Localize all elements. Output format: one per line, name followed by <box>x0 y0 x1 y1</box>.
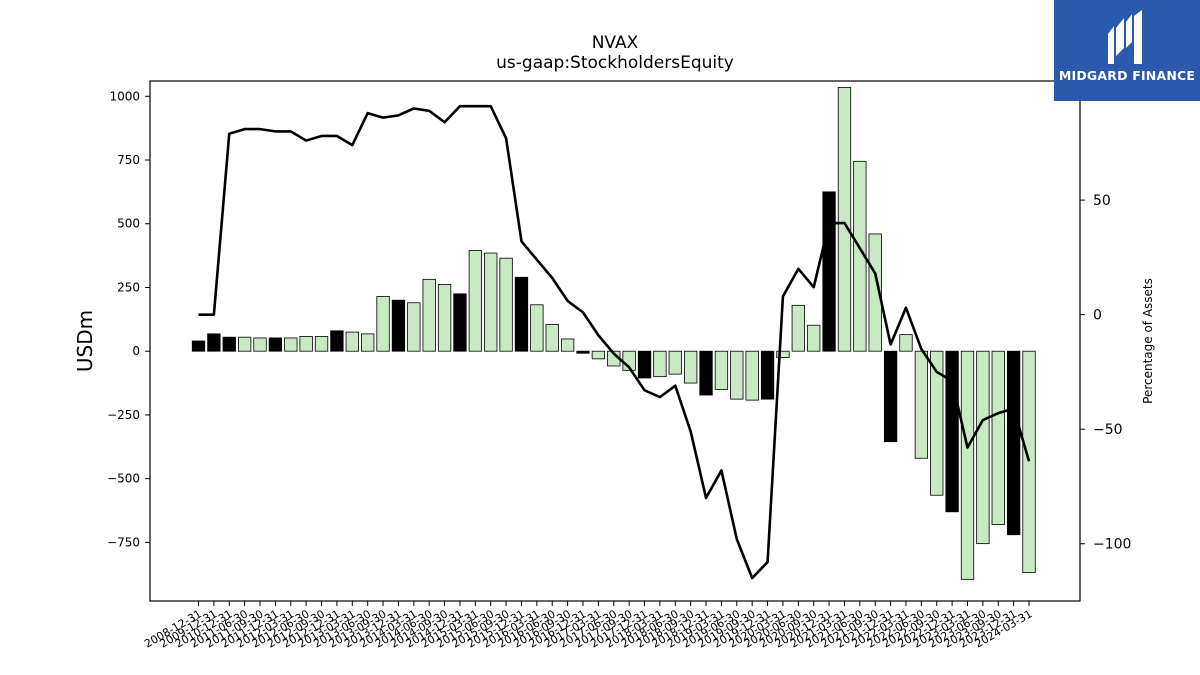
bar-2019-12-31 <box>760 350 775 400</box>
y-tick-label: 1000 <box>109 89 140 103</box>
line-series-group <box>198 104 1031 580</box>
bar-2023-12-31 <box>1006 350 1021 536</box>
y-right-tick-label: 0 <box>1093 308 1102 324</box>
y-tick-label: −500 <box>107 472 140 486</box>
y-tick-label: 0 <box>132 344 140 358</box>
bar-2023-06-30 <box>976 350 990 545</box>
bar-2018-03-31 <box>653 350 667 378</box>
bar-2012-09-30 <box>314 336 329 352</box>
y-right-tick-label: −50 <box>1093 422 1123 438</box>
bar-2023-09-30 <box>991 350 1005 525</box>
y-axis-right-label: Percentage of Assets <box>1141 278 1155 404</box>
y-tick-label: 250 <box>117 280 140 294</box>
bar-series <box>191 86 1036 580</box>
y-axis-label: USDm <box>73 310 97 372</box>
bar-2015-06-30 <box>484 252 498 352</box>
bar-2013-03-31 <box>345 331 359 352</box>
bar-2011-12-31 <box>268 337 283 352</box>
bar-2012-12-31 <box>330 330 344 352</box>
bar-2014-09-30 <box>437 284 452 352</box>
bar-2010-12-31 <box>222 336 236 352</box>
bar-2019-03-31 <box>714 350 729 390</box>
bar-2020-03-31 <box>776 350 790 358</box>
midgard-m-icon <box>1108 10 1142 64</box>
bar-2016-09-30 <box>560 338 575 352</box>
left-y-axis: −750 −500 −250 0 250 500 750 1000 <box>107 89 150 549</box>
bar-2018-09-30 <box>684 350 698 384</box>
bar-2015-09-30 <box>499 257 513 352</box>
x-axis: 2008-12-312009-12-312010-12-312011-06-30… <box>142 601 1035 651</box>
y-tick-label: 750 <box>117 153 140 167</box>
bar-2022-09-30 <box>930 350 944 496</box>
y-tick-label: 500 <box>117 217 140 231</box>
bar-2009-12-31 <box>207 333 221 352</box>
bar-2017-03-31 <box>591 350 606 360</box>
chart-subtitle: us-gaap:StockholdersEquity <box>496 53 734 73</box>
chart-title: NVAX <box>592 33 639 53</box>
bar-2011-06-30 <box>237 336 252 352</box>
bar-2011-09-30 <box>253 337 267 352</box>
y-right-tick-label: 50 <box>1093 193 1111 209</box>
bar-2014-03-31 <box>407 302 421 352</box>
bar-2021-09-30 <box>868 233 882 352</box>
bar-2015-03-31 <box>468 250 482 352</box>
bar-2020-12-31 <box>822 191 836 352</box>
bar-2022-03-31 <box>899 334 913 352</box>
bar-2013-06-30 <box>361 333 375 352</box>
percentage-of-assets-line <box>198 104 1031 580</box>
right-y-axis: −100 −50 0 50 <box>1080 193 1131 553</box>
bar-2012-03-31 <box>284 337 298 352</box>
bar-2021-12-31 <box>883 350 898 443</box>
bar-2008-12-31 <box>191 340 206 352</box>
y-tick-label: −250 <box>107 408 140 422</box>
bar-2016-03-31 <box>530 304 544 352</box>
bar-2018-06-30 <box>668 350 682 375</box>
logo-text: MIDGARD FINANCE <box>1058 68 1196 83</box>
bar-2024-03-31 <box>1022 350 1036 573</box>
bar-2021-03-31 <box>837 86 852 352</box>
y-right-tick-label: −100 <box>1093 537 1131 553</box>
bar-2013-12-31 <box>391 299 406 352</box>
bar-2018-12-31 <box>699 350 713 396</box>
bar-2022-12-31 <box>945 350 959 513</box>
bar-2023-03-31 <box>960 350 975 580</box>
y-tick-label: −750 <box>107 535 140 549</box>
bar-2020-06-30 <box>791 304 805 352</box>
bar-2017-12-31 <box>637 350 652 379</box>
bar-2014-12-31 <box>453 293 467 352</box>
midgard-finance-logo: MIDGARD FINANCE <box>1054 0 1200 101</box>
bar-2022-06-30 <box>914 350 929 459</box>
plot-frame <box>149 80 1081 602</box>
bar-2020-09-30 <box>807 324 821 352</box>
bar-2014-06-30 <box>422 278 436 352</box>
bar-2016-12-31 <box>576 350 590 354</box>
bar-2019-09-30 <box>745 350 759 401</box>
bar-2016-06-30 <box>545 324 559 352</box>
bar-2015-12-31 <box>514 276 529 352</box>
bar-2019-06-30 <box>730 350 744 400</box>
bar-2013-09-30 <box>376 295 390 352</box>
bar-2012-06-30 <box>299 336 313 352</box>
